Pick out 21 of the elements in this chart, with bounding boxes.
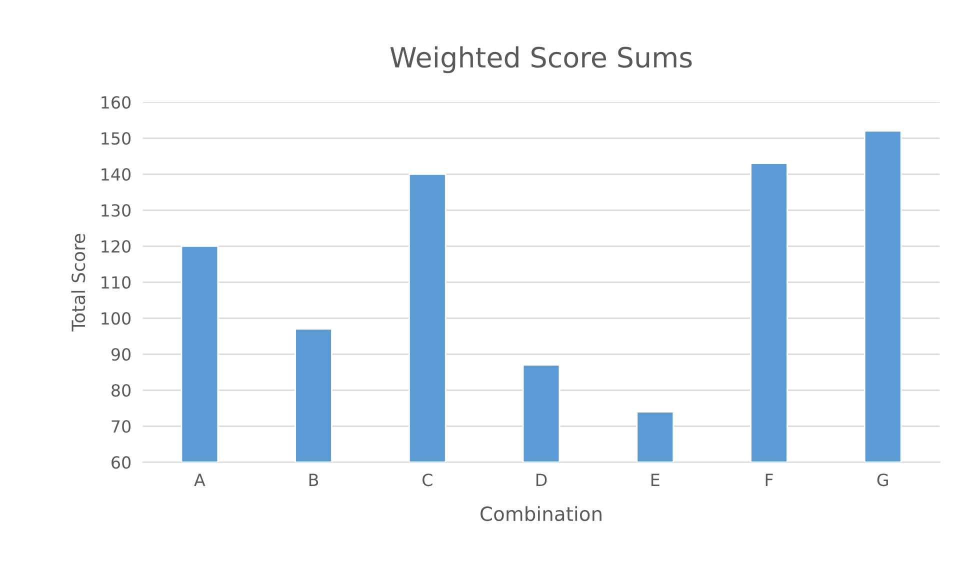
x-tick-label: D bbox=[536, 474, 547, 486]
y-tick-label: 90 bbox=[111, 348, 131, 361]
y-tick-label: 100 bbox=[102, 312, 131, 325]
x-tick-label: G bbox=[877, 474, 888, 486]
x-tick-label: B bbox=[309, 474, 318, 486]
x-tick-label: A bbox=[194, 474, 206, 486]
x-tick-label: C bbox=[422, 474, 432, 486]
y-tick-label: 70 bbox=[112, 420, 131, 433]
y-tick-label: 60 bbox=[112, 456, 131, 469]
x-tick-label: F bbox=[766, 474, 773, 486]
y-tick-label: 150 bbox=[102, 132, 131, 145]
y-tick-label: 160 bbox=[102, 96, 131, 109]
x-tick-label: E bbox=[652, 474, 660, 486]
y-tick-label: 140 bbox=[102, 168, 131, 181]
y-tick-label: 80 bbox=[112, 384, 131, 397]
y-axis-title: Total Score bbox=[71, 234, 86, 332]
x-axis-title: Combination bbox=[480, 506, 602, 522]
y-tick-label: 120 bbox=[102, 240, 131, 253]
y-tick-label: 130 bbox=[102, 204, 131, 217]
y-tick-label: 110 bbox=[102, 276, 131, 289]
chart-title: Weighted Score Sums bbox=[390, 46, 692, 74]
